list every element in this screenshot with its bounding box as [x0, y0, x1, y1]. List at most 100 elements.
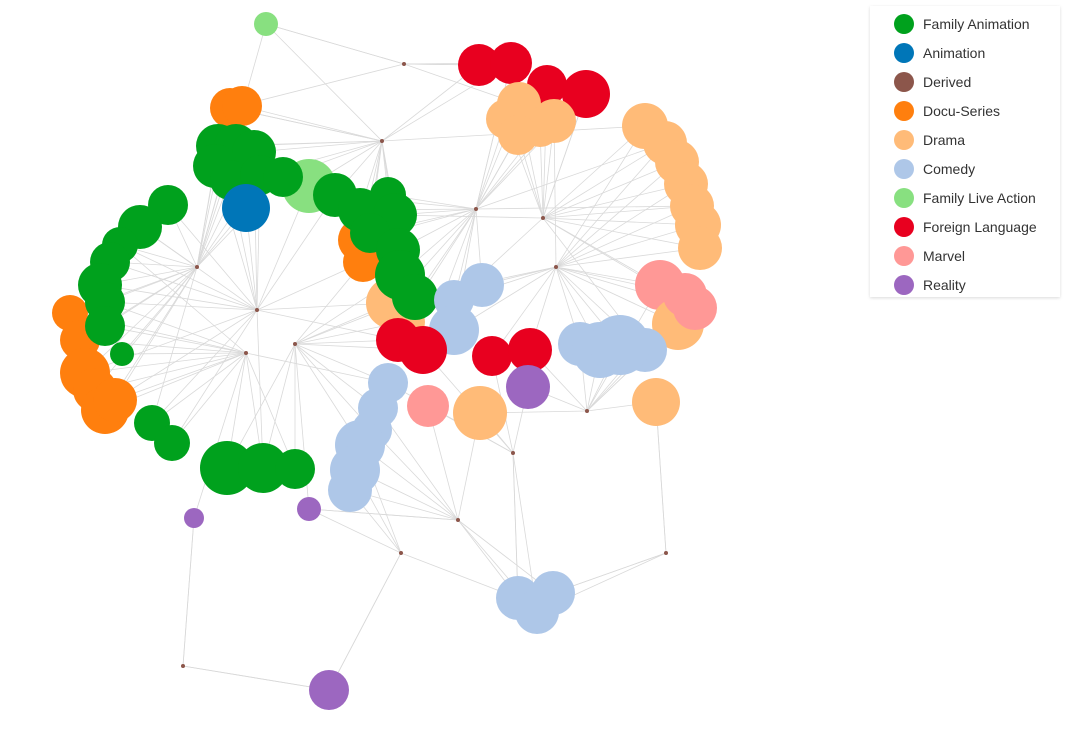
- node-derived[interactable]: [554, 265, 558, 269]
- edge: [139, 226, 258, 311]
- swatch-icon: [894, 71, 914, 92]
- edge: [99, 284, 258, 311]
- edge: [256, 309, 264, 469]
- edge: [171, 352, 247, 444]
- node-derived[interactable]: [585, 409, 589, 413]
- edge: [371, 429, 459, 521]
- edge: [114, 266, 198, 401]
- legend-item-reality[interactable]: Reality: [894, 270, 966, 299]
- node-reality[interactable]: [309, 670, 349, 710]
- node-drama[interactable]: [678, 226, 722, 270]
- node-foreign-language[interactable]: [490, 42, 532, 84]
- edge: [555, 247, 701, 268]
- edge: [542, 205, 693, 219]
- node-drama[interactable]: [498, 115, 538, 155]
- edge: [387, 382, 514, 454]
- edge: [555, 161, 678, 268]
- swatch-icon: [894, 42, 914, 63]
- node-marvel[interactable]: [673, 286, 717, 330]
- node-docu-series[interactable]: [222, 86, 262, 126]
- derived-hubs-layer: [181, 62, 668, 668]
- edge: [555, 205, 693, 268]
- node-derived[interactable]: [293, 342, 297, 346]
- edge: [512, 452, 519, 599]
- node-family-live-action[interactable]: [254, 12, 278, 36]
- edge: [328, 552, 402, 691]
- legend-item-family-animation[interactable]: Family Animation: [894, 9, 1030, 38]
- node-foreign-language[interactable]: [399, 326, 447, 374]
- edge: [542, 142, 666, 219]
- node-animation[interactable]: [222, 184, 270, 232]
- legend-item-foreign-language[interactable]: Foreign Language: [894, 212, 1037, 241]
- node-family-animation[interactable]: [85, 306, 125, 346]
- swatch-icon: [894, 158, 914, 179]
- node-marvel[interactable]: [407, 385, 449, 427]
- node-comedy[interactable]: [328, 468, 372, 512]
- node-derived[interactable]: [181, 664, 185, 668]
- node-foreign-language[interactable]: [508, 328, 552, 372]
- node-derived[interactable]: [456, 518, 460, 522]
- edge: [104, 325, 247, 354]
- edge: [265, 23, 405, 65]
- swatch-icon: [894, 187, 914, 208]
- node-derived[interactable]: [541, 216, 545, 220]
- node-comedy[interactable]: [590, 315, 650, 375]
- edge: [555, 142, 666, 268]
- edge: [475, 142, 666, 210]
- legend-item-animation[interactable]: Animation: [894, 38, 985, 67]
- node-comedy[interactable]: [515, 590, 559, 634]
- node-docu-series[interactable]: [93, 378, 137, 422]
- legend-item-marvel[interactable]: Marvel: [894, 241, 965, 270]
- node-derived[interactable]: [380, 139, 384, 143]
- node-derived[interactable]: [402, 62, 406, 66]
- edge: [182, 517, 195, 667]
- node-derived[interactable]: [195, 265, 199, 269]
- node-derived[interactable]: [399, 551, 403, 555]
- node-reality[interactable]: [184, 508, 204, 528]
- node-family-animation[interactable]: [238, 443, 288, 493]
- node-family-animation[interactable]: [263, 157, 303, 197]
- edge: [555, 183, 687, 268]
- node-reality[interactable]: [506, 365, 550, 409]
- node-derived[interactable]: [474, 207, 478, 211]
- node-family-animation[interactable]: [110, 342, 134, 366]
- node-family-animation[interactable]: [392, 274, 438, 320]
- node-foreign-language[interactable]: [562, 70, 610, 118]
- swatch-icon: [894, 216, 914, 237]
- edge: [193, 352, 247, 519]
- edge: [542, 183, 687, 219]
- edge: [308, 508, 402, 554]
- edge: [475, 205, 693, 210]
- node-drama[interactable]: [632, 378, 680, 426]
- legend: Family Animation Animation Derived Docu-…: [870, 6, 1060, 297]
- node-derived[interactable]: [244, 351, 248, 355]
- node-derived[interactable]: [511, 451, 515, 455]
- node-family-animation[interactable]: [154, 425, 190, 461]
- edge: [121, 266, 198, 355]
- node-drama[interactable]: [532, 99, 576, 143]
- legend-item-drama[interactable]: Drama: [894, 125, 965, 154]
- legend-item-docu-series[interactable]: Docu-Series: [894, 96, 1000, 125]
- nodes-layer: [52, 12, 722, 710]
- edge: [151, 266, 198, 424]
- legend-item-family-live-action[interactable]: Family Live Action: [894, 183, 1036, 212]
- edge: [245, 352, 296, 470]
- edge: [542, 161, 678, 219]
- node-family-animation[interactable]: [200, 441, 254, 495]
- node-reality[interactable]: [297, 497, 321, 521]
- node-derived[interactable]: [664, 551, 668, 555]
- node-drama[interactable]: [453, 386, 507, 440]
- edge: [256, 194, 336, 311]
- node-foreign-language[interactable]: [458, 44, 500, 86]
- edge: [308, 508, 459, 521]
- legend-item-comedy[interactable]: Comedy: [894, 154, 975, 183]
- legend-item-derived[interactable]: Derived: [894, 67, 971, 96]
- node-family-animation[interactable]: [275, 449, 315, 489]
- swatch-icon: [894, 13, 914, 34]
- edge: [121, 352, 247, 355]
- edge: [553, 120, 557, 268]
- node-derived[interactable]: [255, 308, 259, 312]
- node-foreign-language[interactable]: [472, 336, 512, 376]
- edge: [555, 224, 699, 268]
